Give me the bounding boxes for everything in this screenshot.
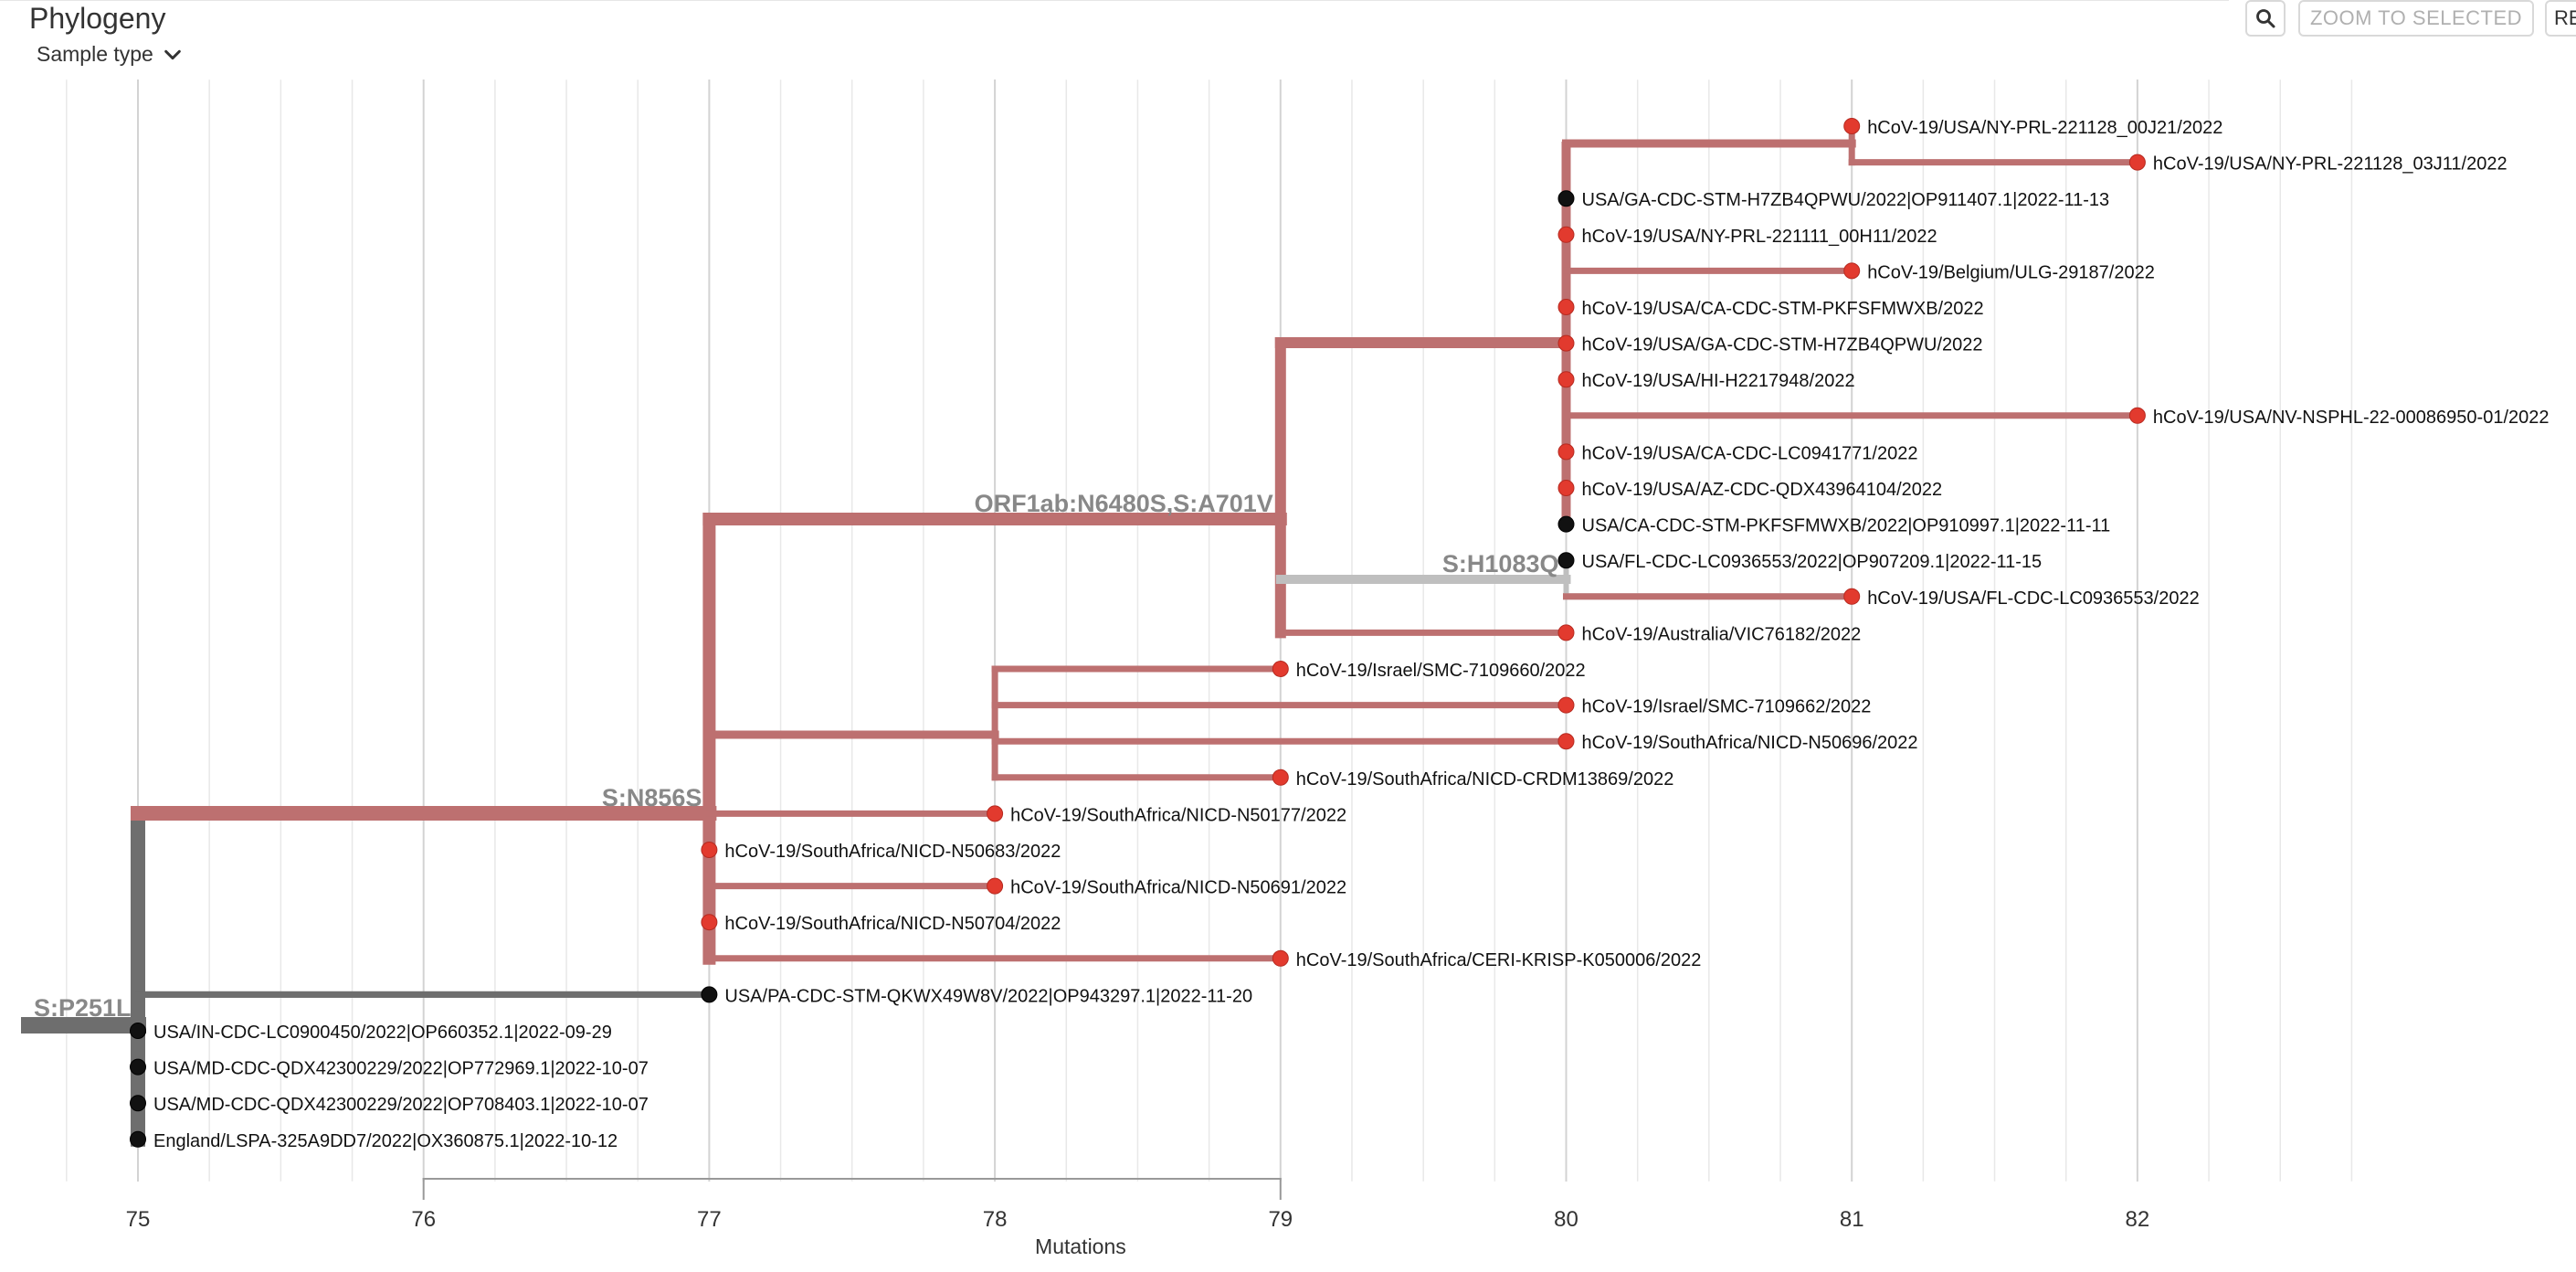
tip-node[interactable]	[1843, 118, 1861, 134]
tip-node[interactable]	[1557, 696, 1575, 714]
tip-node[interactable]	[701, 914, 718, 931]
tip-node[interactable]	[987, 805, 1004, 822]
tip-node[interactable]	[1843, 262, 1861, 280]
reset-button[interactable]: RE	[2545, 0, 2576, 37]
tip-node[interactable]	[1557, 226, 1575, 243]
tip-node[interactable]	[1557, 443, 1575, 461]
zoom-to-selected-button[interactable]: ZOOM TO SELECTED	[2298, 0, 2534, 37]
mutation-label: ORF1ab:N6480S,S:A701V	[975, 490, 1273, 517]
tip-node[interactable]	[1557, 371, 1575, 388]
tip-node[interactable]	[1557, 480, 1575, 496]
mutation-label: S:N856S	[602, 784, 702, 811]
tip-node[interactable]	[987, 877, 1004, 895]
tip-node[interactable]	[130, 1130, 146, 1148]
sample-type-dropdown[interactable]: Sample type	[37, 42, 183, 67]
tip-label[interactable]: hCoV-19/Australia/VIC76182/2022	[1582, 624, 1862, 644]
tip-node[interactable]	[1272, 768, 1289, 786]
magnifier-icon	[2256, 9, 2275, 28]
tip-node[interactable]	[1557, 733, 1575, 750]
mutation-label: S:P251L	[34, 994, 132, 1022]
tip-label[interactable]: hCoV-19/USA/NY-PRL-221128_00J21/2022	[1867, 118, 2222, 138]
tip-node[interactable]	[701, 842, 718, 858]
tip-node[interactable]	[1272, 661, 1289, 677]
tip-node[interactable]	[2128, 407, 2146, 424]
tip-label[interactable]: hCoV-19/SouthAfrica/NICD-N50177/2022	[1010, 805, 1346, 825]
mutation-label: S:H1083Q	[1442, 550, 1559, 578]
tip-node[interactable]	[1557, 515, 1575, 533]
tip-label[interactable]: hCoV-19/SouthAfrica/NICD-CRDM13869/2022	[1296, 769, 1674, 790]
tip-node[interactable]	[1557, 552, 1575, 569]
tip-label[interactable]: hCoV-19/Belgium/ULG-29187/2022	[1867, 262, 2155, 282]
tip-label[interactable]: hCoV-19/USA/CA-CDC-STM-PKFSFMWXB/2022	[1582, 299, 1984, 319]
tip-label[interactable]: hCoV-19/SouthAfrica/NICD-N50696/2022	[1582, 733, 1918, 753]
zoom-button[interactable]	[2245, 0, 2286, 37]
x-tick-label: 79	[1268, 1207, 1293, 1232]
tip-label[interactable]: hCoV-19/USA/NY-PRL-221128_03J11/2022	[2153, 154, 2507, 175]
tip-label[interactable]: hCoV-19/SouthAfrica/NICD-N50683/2022	[724, 842, 1061, 862]
x-axis-label: Mutations	[1035, 1235, 1126, 1258]
tip-label[interactable]: hCoV-19/USA/GA-CDC-STM-H7ZB4QPWU/2022	[1582, 335, 1983, 355]
tip-node[interactable]	[1272, 949, 1289, 967]
tip-label[interactable]: USA/IN-CDC-LC0900450/2022|OP660352.1|202…	[153, 1023, 612, 1043]
sample-type-label: Sample type	[37, 42, 153, 66]
tip-node[interactable]	[1557, 624, 1575, 641]
x-tick-label: 82	[2126, 1207, 2150, 1232]
tip-label[interactable]: hCoV-19/SouthAfrica/CERI-KRISP-K050006/2…	[1296, 950, 1702, 970]
tip-node[interactable]	[130, 1058, 146, 1076]
tip-label[interactable]: hCoV-19/USA/CA-CDC-LC0941771/2022	[1582, 443, 1918, 463]
x-tick-label: 76	[411, 1207, 436, 1232]
x-tick-label: 77	[697, 1207, 722, 1232]
tip-label[interactable]: hCoV-19/USA/NY-PRL-221111_00H11/2022	[1582, 227, 1937, 247]
tip-label[interactable]: USA/GA-CDC-STM-H7ZB4QPWU/2022|OP911407.1…	[1582, 190, 2110, 210]
tip-node[interactable]	[1557, 299, 1575, 315]
tip-label[interactable]: USA/PA-CDC-STM-QKWX49W8V/2022|OP943297.1…	[724, 986, 1252, 1006]
tip-label[interactable]: hCoV-19/SouthAfrica/NICD-N50704/2022	[724, 914, 1061, 934]
tip-label[interactable]: USA/MD-CDC-QDX42300229/2022|OP772969.1|2…	[153, 1059, 649, 1079]
tip-node[interactable]	[1557, 190, 1575, 207]
header-divider	[0, 0, 2229, 1]
x-tick-label: 75	[126, 1207, 151, 1232]
tip-label[interactable]: USA/FL-CDC-LC0936553/2022|OP907209.1|202…	[1582, 552, 2043, 572]
x-tick-label: 80	[1554, 1207, 1578, 1232]
tip-node[interactable]	[1557, 334, 1575, 352]
tip-label[interactable]: England/LSPA-325A9DD7/2022|OX360875.1|20…	[153, 1131, 618, 1151]
tip-node[interactable]	[2128, 154, 2146, 171]
tip-node[interactable]	[1843, 588, 1861, 605]
tip-label[interactable]: hCoV-19/Israel/SMC-7109660/2022	[1296, 661, 1586, 681]
tip-label[interactable]: hCoV-19/SouthAfrica/NICD-N50691/2022	[1010, 878, 1346, 898]
tip-label[interactable]: hCoV-19/USA/FL-CDC-LC0936553/2022	[1867, 588, 2200, 609]
tip-label[interactable]: USA/CA-CDC-STM-PKFSFMWXB/2022|OP910997.1…	[1582, 516, 2111, 536]
tip-label[interactable]: hCoV-19/USA/HI-H2217948/2022	[1582, 371, 1855, 391]
tip-label[interactable]: USA/MD-CDC-QDX42300229/2022|OP708403.1|2…	[153, 1095, 649, 1115]
tip-node[interactable]	[701, 986, 718, 1003]
tip-label[interactable]: hCoV-19/USA/AZ-CDC-QDX43964104/2022	[1582, 480, 1943, 500]
x-tick-label: 78	[983, 1207, 1008, 1232]
tip-label[interactable]: hCoV-19/USA/NV-NSPHL-22-00086950-01/2022	[2153, 408, 2550, 428]
tip-node[interactable]	[130, 1023, 146, 1039]
chevron-down-icon	[164, 49, 181, 59]
tip-node[interactable]	[130, 1095, 146, 1112]
panel-title: Phylogeny	[29, 2, 166, 35]
tip-label[interactable]: hCoV-19/Israel/SMC-7109662/2022	[1582, 697, 1872, 717]
x-tick-label: 81	[1840, 1207, 1864, 1232]
